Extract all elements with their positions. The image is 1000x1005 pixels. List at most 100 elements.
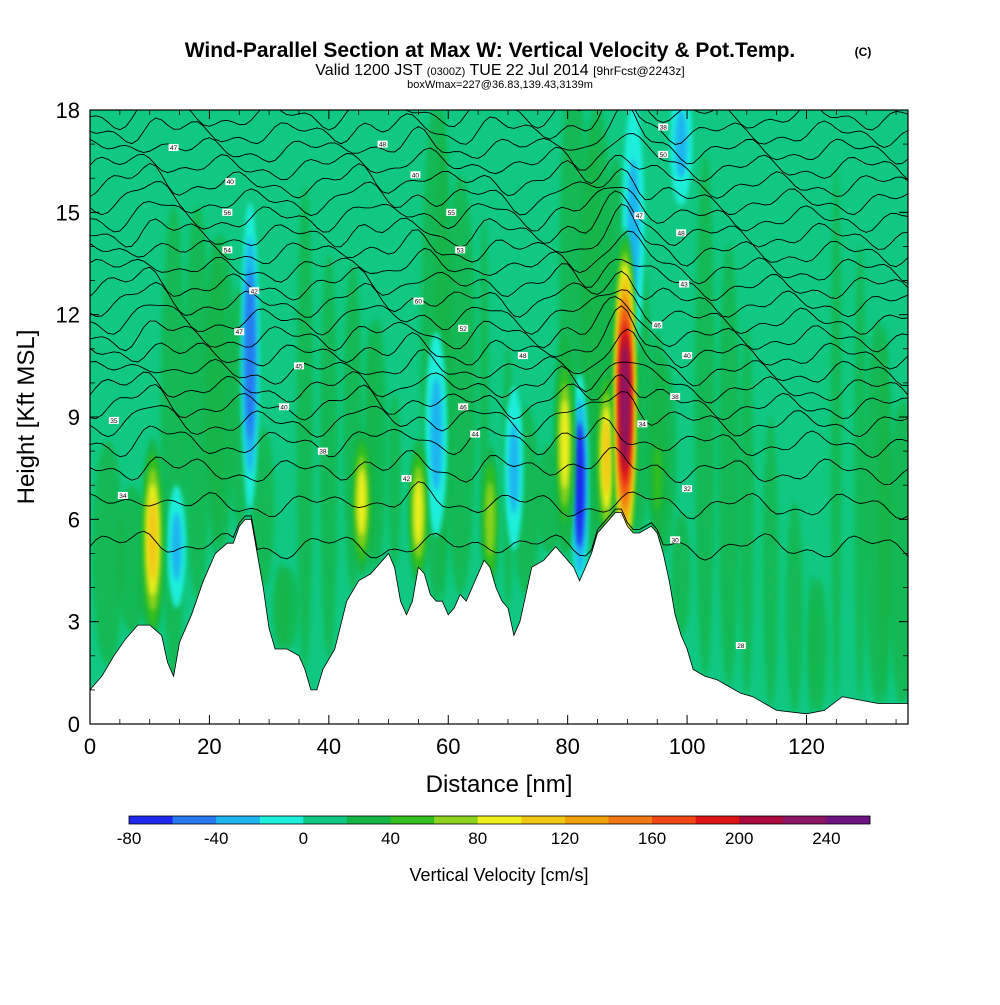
field-streak [251, 427, 275, 588]
updraft-core [485, 482, 495, 557]
contour-label: 47 [634, 212, 645, 220]
svg-text:40: 40 [227, 179, 235, 186]
svg-text:44: 44 [471, 432, 479, 439]
updraft-core [621, 346, 629, 461]
isentrope-line [90, 133, 908, 182]
contour-label: 45 [293, 362, 304, 370]
chart-title-mark: (C) [855, 45, 872, 59]
isentrope-line [90, 289, 908, 336]
x-tick-label: 120 [788, 734, 825, 759]
isentrope-line [90, 258, 908, 301]
contour-label: 47 [168, 144, 179, 152]
colorbar-swatch [608, 816, 653, 824]
svg-text:42: 42 [251, 288, 259, 295]
contour-label: 28 [735, 642, 746, 650]
colorbar-swatch [129, 816, 174, 824]
colorbar-swatch [521, 816, 566, 824]
isentrope-line [90, 328, 908, 387]
contour-label: 50 [658, 150, 669, 159]
svg-text:34: 34 [119, 493, 127, 500]
isentrope-line [90, 447, 908, 486]
isentrope-line [90, 391, 908, 438]
y-tick-label: 3 [68, 610, 80, 635]
colorbar-tick-label: 80 [468, 829, 487, 848]
contour-label: 46 [458, 403, 469, 411]
colorbar-tick-label: 120 [551, 829, 579, 848]
subtitle-date: TUE 22 Jul 2014 [469, 62, 588, 79]
isentrope-line [90, 110, 908, 131]
colorbar-swatch [477, 816, 522, 824]
field-streak [296, 185, 314, 670]
field-streak [807, 576, 818, 713]
chart-title: Wind-Parallel Section at Max W: Vertical… [185, 39, 796, 62]
colorbar-swatch [172, 816, 217, 824]
contour-label: 60 [413, 297, 424, 306]
updraft-core [560, 399, 569, 490]
svg-text:28: 28 [737, 643, 745, 650]
svg-text:42: 42 [403, 476, 411, 483]
colorbar-tick-label: 40 [381, 829, 400, 848]
colorbar-tick-label: 200 [725, 829, 753, 848]
colorbar-swatch [259, 816, 304, 824]
svg-text:48: 48 [519, 353, 527, 360]
colorbar-label: Vertical Velocity [cm/s] [409, 865, 588, 885]
isentrope-line [90, 416, 908, 459]
svg-text:38: 38 [660, 125, 668, 132]
contour-label: 34 [117, 491, 128, 500]
colorbar-swatch [782, 816, 827, 824]
isentrope-line [90, 186, 908, 233]
contour-label: 48 [517, 352, 528, 360]
axes: 0 20 40 60 80 100 120 0 3 6 9 12 15 18 [56, 98, 908, 759]
svg-text:43: 43 [680, 281, 688, 288]
subtitle-fcst: [9hrFcst@2243z] [593, 64, 685, 78]
contour-label: 54 [222, 246, 233, 254]
subtitle-utc: (0300Z) [427, 66, 466, 78]
field-streak [830, 165, 842, 702]
contour-label: 40 [682, 352, 693, 360]
x-tick-label: 100 [669, 734, 706, 759]
isentrope-line [90, 508, 908, 561]
svg-text:32: 32 [683, 486, 691, 493]
svg-text:50: 50 [660, 152, 668, 159]
y-tick-label: 12 [56, 303, 80, 328]
colorbar-tick-label: 240 [812, 829, 840, 848]
colorbar-swatch [652, 816, 697, 824]
contour-label: 47 [234, 328, 245, 336]
colorbar-swatch [826, 816, 871, 824]
contour-label: 32 [682, 485, 693, 493]
isentrope-line [90, 110, 908, 165]
isentrope-line [90, 305, 908, 370]
field-streak [92, 440, 124, 667]
contour-label: 38 [658, 123, 669, 132]
y-tick-label: 0 [68, 712, 80, 737]
colorbar-swatch [695, 816, 740, 824]
field-streak [863, 321, 893, 704]
svg-text:46: 46 [460, 404, 468, 411]
contour-label: 34 [637, 420, 648, 428]
svg-text:52: 52 [460, 326, 468, 333]
svg-text:38: 38 [672, 394, 680, 401]
contour-label: 40 [410, 171, 421, 179]
colorbar-tick-label: -40 [204, 829, 229, 848]
isentrope-line [90, 230, 908, 285]
contour-label: 35 [108, 416, 119, 425]
x-tick-label: 80 [555, 734, 579, 759]
terrain [90, 512, 908, 724]
y-tick-label: 15 [56, 200, 80, 225]
colorbar-tick-label: 0 [299, 829, 308, 848]
updraft-core [357, 469, 366, 536]
colorbar-tick-label: 160 [638, 829, 666, 848]
svg-text:40: 40 [280, 404, 288, 411]
chart-subtitle: Valid 1200 JST (0300Z) TUE 22 Jul 2014 [… [315, 62, 684, 79]
subtitle-valid: Valid 1200 JST [315, 62, 423, 79]
field-streak [319, 253, 338, 660]
contour-label: 38 [670, 393, 681, 401]
contour-labels: 35 34 47 40 56 54 42 47 45 40 38 48 40 55 53 60 52 48 46 44… [108, 123, 746, 650]
field-streak [183, 205, 212, 598]
svg-text:55: 55 [448, 210, 456, 217]
svg-text:47: 47 [170, 145, 178, 152]
field-streak [273, 563, 289, 649]
updraft-core [148, 498, 158, 582]
svg-text:40: 40 [683, 353, 691, 360]
colorbar-frame [128, 815, 871, 825]
